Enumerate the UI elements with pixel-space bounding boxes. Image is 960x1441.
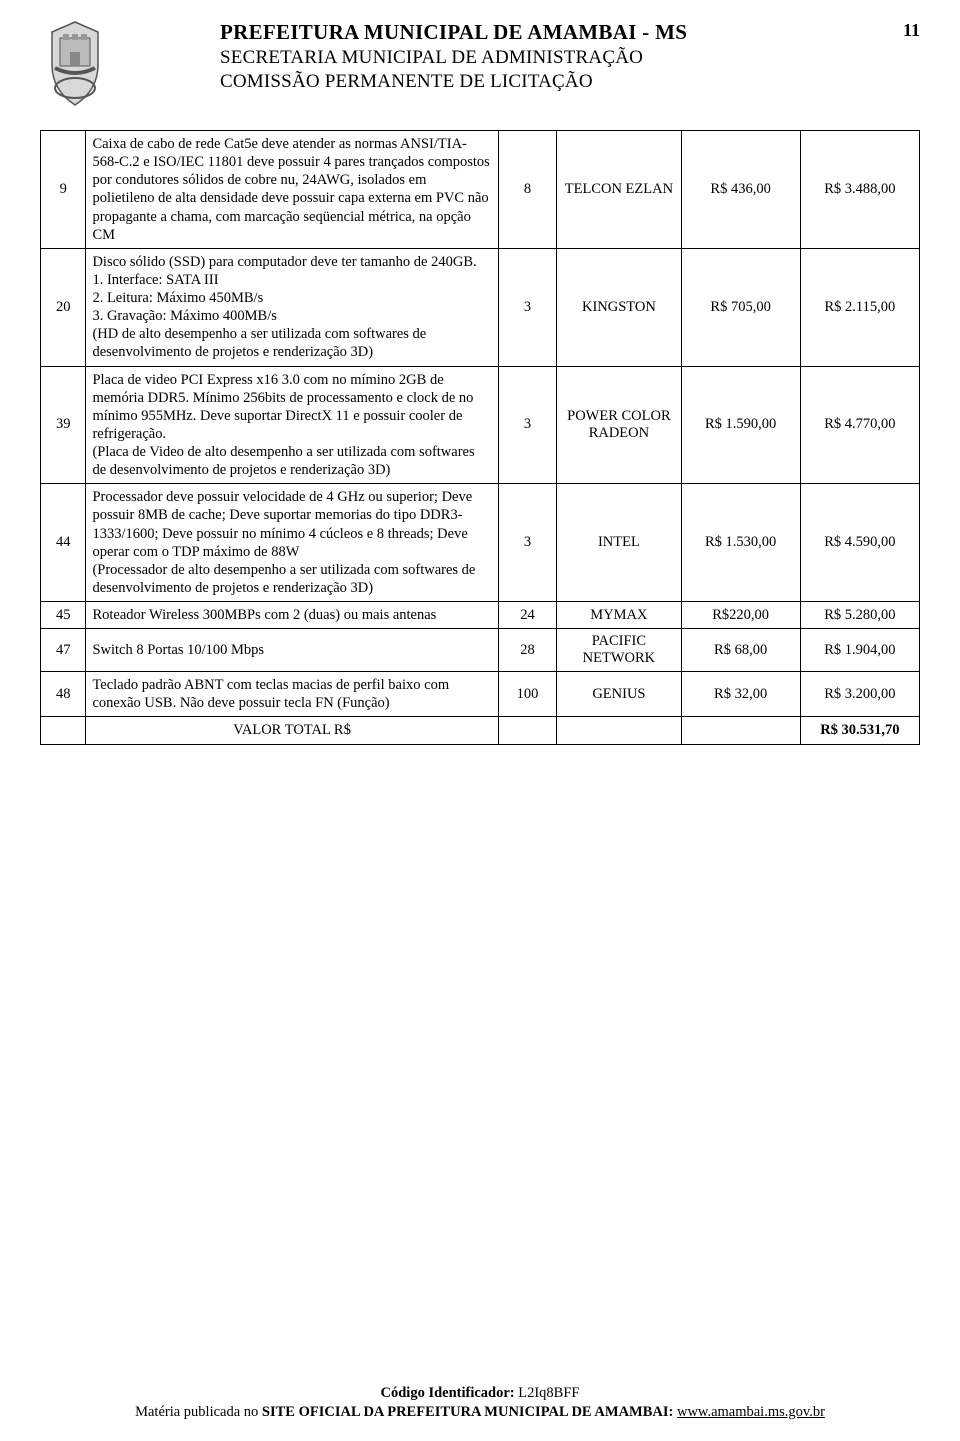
- table-row: 39Placa de video PCI Express x16 3.0 com…: [41, 366, 920, 484]
- empty-cell: [498, 717, 557, 744]
- items-table: 9Caixa de cabo de rede Cat5e deve atende…: [40, 130, 920, 745]
- table-row: 45Roteador Wireless 300MBPs com 2 (duas)…: [41, 602, 920, 629]
- item-total-price: R$ 2.115,00: [800, 248, 919, 366]
- item-total-price: R$ 4.590,00: [800, 484, 919, 602]
- table-row: 47Switch 8 Portas 10/100 Mbps28PACIFIC N…: [41, 629, 920, 672]
- item-description: Processador deve possuir velocidade de 4…: [86, 484, 498, 602]
- item-qty: 24: [498, 602, 557, 629]
- empty-cell: [41, 717, 86, 744]
- header-text: PREFEITURA MUNICIPAL DE AMAMBAI - MS SEC…: [135, 20, 880, 93]
- crest-icon: [40, 20, 110, 110]
- table-row: 20Disco sólido (SSD) para computador dev…: [41, 248, 920, 366]
- header-sub2: COMISSÃO PERMANENTE DE LICITAÇÃO: [220, 71, 880, 93]
- item-total-price: R$ 3.488,00: [800, 131, 919, 249]
- empty-cell: [681, 717, 800, 744]
- item-unit-price: R$ 1.590,00: [681, 366, 800, 484]
- header-sub1: SECRETARIA MUNICIPAL DE ADMINISTRAÇÃO: [220, 47, 880, 69]
- item-description: Roteador Wireless 300MBPs com 2 (duas) o…: [86, 602, 498, 629]
- item-qty: 28: [498, 629, 557, 672]
- item-total-price: R$ 4.770,00: [800, 366, 919, 484]
- item-total-price: R$ 3.200,00: [800, 672, 919, 717]
- item-number: 47: [41, 629, 86, 672]
- total-label: VALOR TOTAL R$: [86, 717, 498, 744]
- table-row: 9Caixa de cabo de rede Cat5e deve atende…: [41, 131, 920, 249]
- item-unit-price: R$ 1.530,00: [681, 484, 800, 602]
- code-value: L2Iq8BFF: [518, 1385, 579, 1401]
- item-qty: 3: [498, 484, 557, 602]
- item-brand: INTEL: [557, 484, 681, 602]
- item-qty: 8: [498, 131, 557, 249]
- footer-code: Código Identificador: L2Iq8BFF: [40, 1385, 920, 1402]
- item-description: Teclado padrão ABNT com teclas macias de…: [86, 672, 498, 717]
- document-header: PREFEITURA MUNICIPAL DE AMAMBAI - MS SEC…: [40, 20, 920, 110]
- item-qty: 3: [498, 248, 557, 366]
- item-number: 44: [41, 484, 86, 602]
- item-unit-price: R$ 436,00: [681, 131, 800, 249]
- item-total-price: R$ 5.280,00: [800, 602, 919, 629]
- item-number: 39: [41, 366, 86, 484]
- item-description: Disco sólido (SSD) para computador deve …: [86, 248, 498, 366]
- item-brand: GENIUS: [557, 672, 681, 717]
- item-brand: TELCON EZLAN: [557, 131, 681, 249]
- item-brand: KINGSTON: [557, 248, 681, 366]
- table-total-row: VALOR TOTAL R$ R$ 30.531,70: [41, 717, 920, 744]
- item-brand: MYMAX: [557, 602, 681, 629]
- pub-link: www.amambai.ms.gov.br: [677, 1404, 825, 1420]
- document-footer: Código Identificador: L2Iq8BFF Matéria p…: [40, 1385, 920, 1421]
- item-brand: PACIFIC NETWORK: [557, 629, 681, 672]
- total-value: R$ 30.531,70: [800, 717, 919, 744]
- footer-publication: Matéria publicada no SITE OFICIAL DA PRE…: [40, 1404, 920, 1421]
- item-unit-price: R$220,00: [681, 602, 800, 629]
- page-number: 11: [880, 20, 920, 41]
- table-row: 44Processador deve possuir velocidade de…: [41, 484, 920, 602]
- item-qty: 100: [498, 672, 557, 717]
- item-number: 45: [41, 602, 86, 629]
- empty-cell: [557, 717, 681, 744]
- pub-prefix: Matéria publicada no: [135, 1404, 262, 1420]
- item-description: Placa de video PCI Express x16 3.0 com n…: [86, 366, 498, 484]
- item-brand: POWER COLOR RADEON: [557, 366, 681, 484]
- item-unit-price: R$ 68,00: [681, 629, 800, 672]
- item-qty: 3: [498, 366, 557, 484]
- item-number: 48: [41, 672, 86, 717]
- item-number: 9: [41, 131, 86, 249]
- item-number: 20: [41, 248, 86, 366]
- item-description: Switch 8 Portas 10/100 Mbps: [86, 629, 498, 672]
- table-row: 48Teclado padrão ABNT com teclas macias …: [41, 672, 920, 717]
- code-label: Código Identificador:: [381, 1385, 515, 1401]
- header-title: PREFEITURA MUNICIPAL DE AMAMBAI - MS: [220, 20, 880, 45]
- pub-bold: SITE OFICIAL DA PREFEITURA MUNICIPAL DE …: [262, 1404, 673, 1420]
- item-unit-price: R$ 32,00: [681, 672, 800, 717]
- item-total-price: R$ 1.904,00: [800, 629, 919, 672]
- item-unit-price: R$ 705,00: [681, 248, 800, 366]
- item-description: Caixa de cabo de rede Cat5e deve atender…: [86, 131, 498, 249]
